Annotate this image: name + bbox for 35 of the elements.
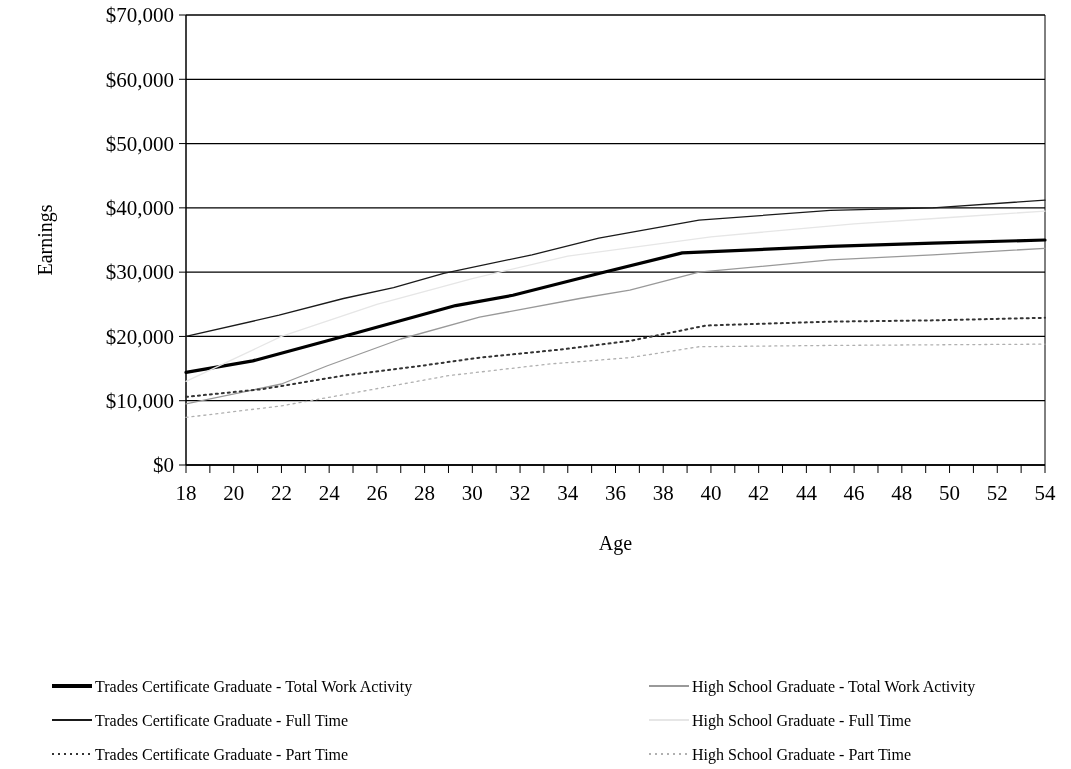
- x-tick-label: 24: [318, 481, 341, 505]
- legend-label: Trades Certificate Graduate - Total Work Activity: [95, 677, 413, 696]
- x-tick-label: 36: [605, 481, 626, 505]
- legend-label: High School Graduate - Part Time: [692, 745, 912, 764]
- y-tick-label: $60,000: [105, 67, 174, 92]
- y-tick-label: $30,000: [105, 260, 174, 285]
- x-axis-title: Age: [598, 532, 633, 555]
- legend-label: High School Graduate - Total Work Activity: [692, 677, 976, 696]
- y-tick-label: $10,000: [105, 389, 174, 414]
- x-tick-label: 22: [270, 481, 292, 505]
- legend-label: High School Graduate - Full Time: [692, 711, 912, 730]
- legend-label: Trades Certificate Graduate - Part Time: [95, 745, 349, 763]
- x-tick-label: 52: [986, 481, 1008, 505]
- x-tick-label: 18: [175, 481, 197, 505]
- x-tick-label: 50: [939, 481, 961, 505]
- legend-label: Trades Certificate Graduate - Full Time: [95, 711, 349, 729]
- x-tick-label: 42: [748, 481, 770, 505]
- x-tick-label: 46: [843, 481, 865, 505]
- x-tick-label: 48: [891, 481, 913, 505]
- x-tick-label: 32: [509, 481, 531, 505]
- y-tick-label: $40,000: [105, 196, 174, 221]
- x-tick-label: 44: [795, 481, 818, 505]
- x-tick-label: 54: [1034, 481, 1056, 505]
- y-axis-title: Earnings: [34, 204, 57, 276]
- x-tick-label: 30: [461, 481, 483, 505]
- x-tick-label: 28: [414, 481, 436, 505]
- y-tick-label: $70,000: [105, 3, 174, 28]
- x-tick-label: 34: [557, 481, 579, 505]
- x-tick-label: 38: [652, 481, 674, 505]
- y-tick-label: $0: [153, 453, 174, 478]
- x-tick-label: 20: [223, 481, 245, 505]
- x-tick-label: 40: [700, 481, 722, 505]
- y-tick-label: $50,000: [105, 131, 174, 156]
- x-tick-label: 26: [366, 481, 388, 505]
- y-tick-label: $20,000: [105, 324, 174, 349]
